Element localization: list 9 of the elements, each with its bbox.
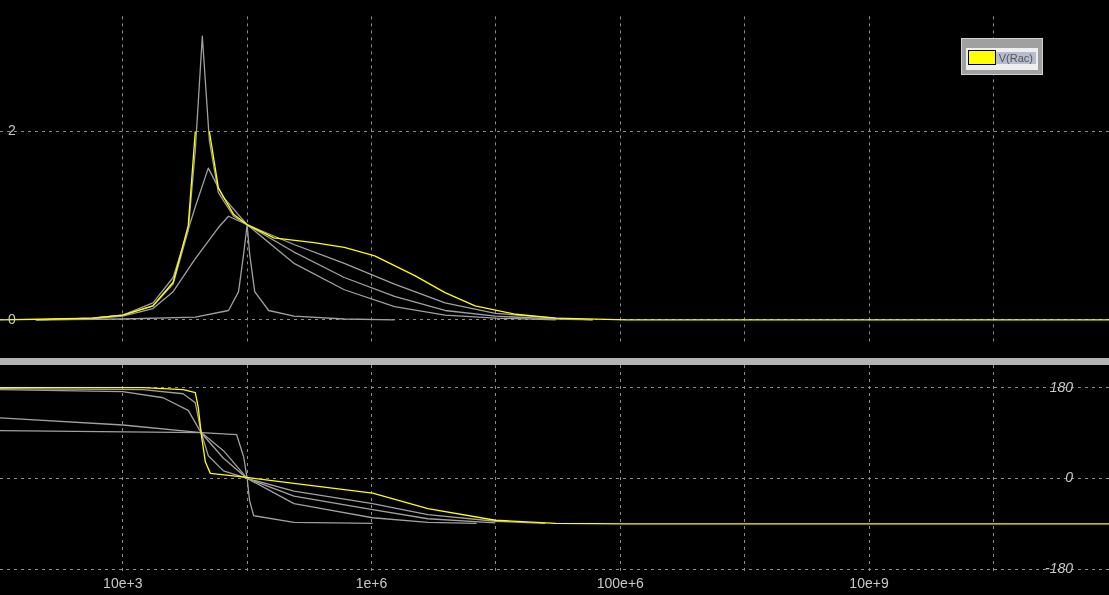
x-tick-label: 10e+3: [103, 575, 143, 592]
y-tick-label: -180: [1044, 560, 1074, 577]
x-tick-label: 100e+6: [596, 575, 645, 592]
x-tick-label: 10e+9: [849, 575, 889, 592]
y-tick-label: 0: [1065, 469, 1074, 486]
legend-label: V(Rac): [995, 51, 1036, 64]
y-tick-label: 180: [1049, 378, 1074, 395]
x-tick-label: 1e+6: [355, 575, 388, 592]
y-tick-label: 2: [8, 122, 16, 139]
